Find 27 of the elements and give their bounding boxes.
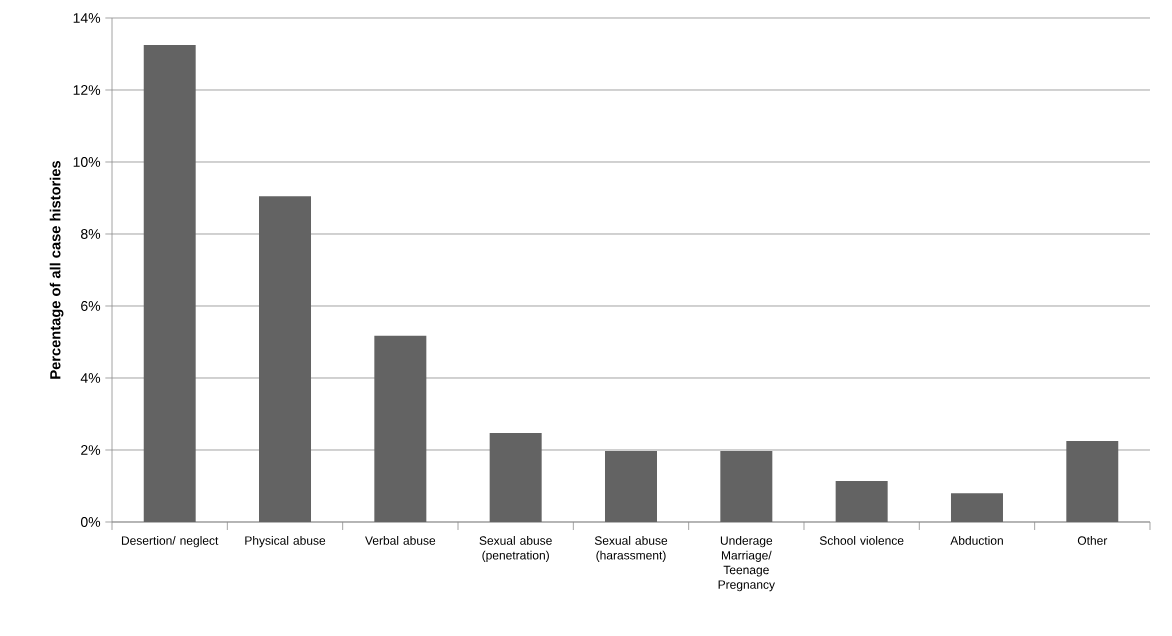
y-tick-label: 14% bbox=[73, 13, 101, 23]
bar bbox=[489, 433, 542, 522]
x-tick-label: Other bbox=[1077, 536, 1108, 545]
y-tick-label: 4% bbox=[80, 373, 101, 383]
y-tick-label: 8% bbox=[81, 229, 101, 239]
x-tick-label: Abduction bbox=[950, 536, 1003, 545]
x-tick-label: Sexual abuse (harassment) bbox=[594, 536, 668, 562]
x-tick-label: School violence bbox=[819, 536, 904, 545]
y-tick-label: 12% bbox=[73, 85, 101, 95]
bar bbox=[374, 335, 427, 522]
bar bbox=[720, 451, 773, 522]
x-tick-label: Physical abuse bbox=[245, 536, 326, 548]
y-tick-label: 6% bbox=[81, 301, 101, 311]
bar bbox=[1066, 440, 1119, 522]
x-tick-label: Verbal abuse bbox=[365, 536, 436, 545]
x-tick-label: Underage Marriage/ Teenage Pregnancy bbox=[718, 536, 775, 592]
bar bbox=[835, 480, 888, 522]
y-tick-label: 0% bbox=[80, 517, 101, 527]
y-tick-label: 10% bbox=[73, 157, 101, 167]
y-tick-label: 2% bbox=[81, 445, 101, 455]
x-tick-label: Sexual abuse (penetration) bbox=[479, 536, 552, 562]
y-axis-title: Percentage of all case histories bbox=[49, 160, 64, 379]
x-tick-label: Desertion/ neglect bbox=[121, 536, 219, 548]
bar bbox=[143, 44, 196, 522]
bar bbox=[950, 493, 1003, 522]
bar bbox=[259, 196, 312, 522]
bar bbox=[605, 451, 657, 522]
